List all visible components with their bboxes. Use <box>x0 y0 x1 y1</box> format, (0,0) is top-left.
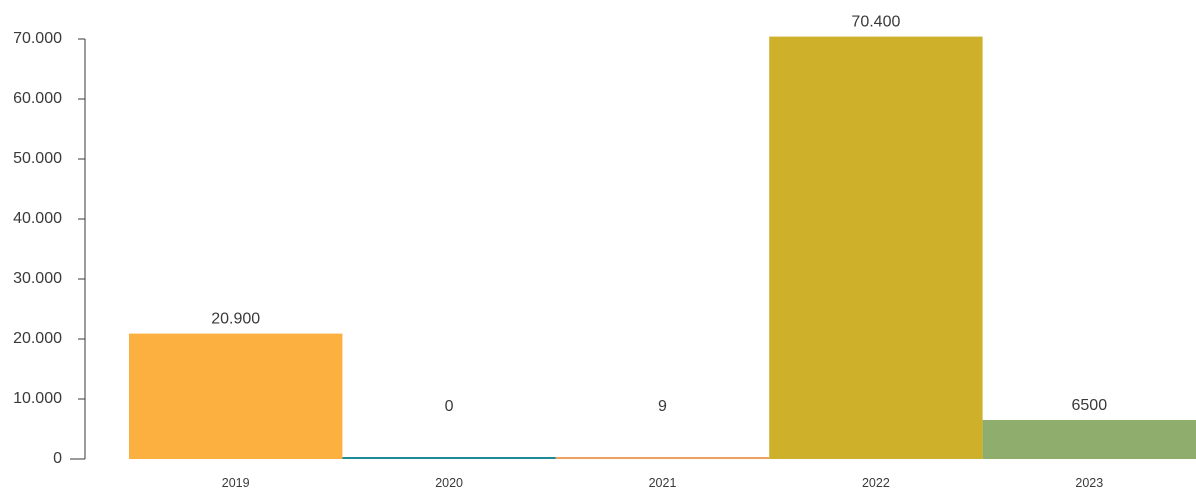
data-label-2022: 70.400 <box>851 14 900 31</box>
bar-2020 <box>342 457 556 459</box>
data-label-2019: 20.900 <box>211 311 260 328</box>
data-label-2023: 6500 <box>1072 397 1108 414</box>
x-tick-label-2022: 2022 <box>862 476 890 490</box>
bar-2019 <box>129 333 343 459</box>
y-tick-label: 10.000 <box>13 390 62 407</box>
x-axis-labels: 2019 2020 2021 2022 2023 <box>222 476 1103 490</box>
bar-2023 <box>982 420 1196 459</box>
y-tick-label: 40.000 <box>13 210 62 227</box>
bar-2022 <box>769 36 983 459</box>
y-tick-label: 30.000 <box>13 270 62 287</box>
x-tick-label-2023: 2023 <box>1075 476 1103 490</box>
bars-group <box>129 36 1196 459</box>
data-label-2020: 0 <box>445 398 454 415</box>
y-tick-label: 60.000 <box>13 90 62 107</box>
x-tick-label-2020: 2020 <box>435 476 463 490</box>
y-axis-ticks: 0 10.000 20.000 30.000 40.000 50.000 60.000 70.… <box>13 30 85 467</box>
y-tick-label: 70.000 <box>13 30 62 47</box>
data-label-2021: 9 <box>658 398 667 415</box>
data-labels-group: 20.900 0 9 70.400 6500 <box>211 14 1107 415</box>
y-tick-label: 0 <box>53 450 62 467</box>
bar-2021 <box>555 457 770 459</box>
y-tick-label: 50.000 <box>13 150 62 167</box>
x-tick-label-2019: 2019 <box>222 476 250 490</box>
y-tick-label: 20.000 <box>13 330 62 347</box>
x-tick-label-2021: 2021 <box>649 476 677 490</box>
